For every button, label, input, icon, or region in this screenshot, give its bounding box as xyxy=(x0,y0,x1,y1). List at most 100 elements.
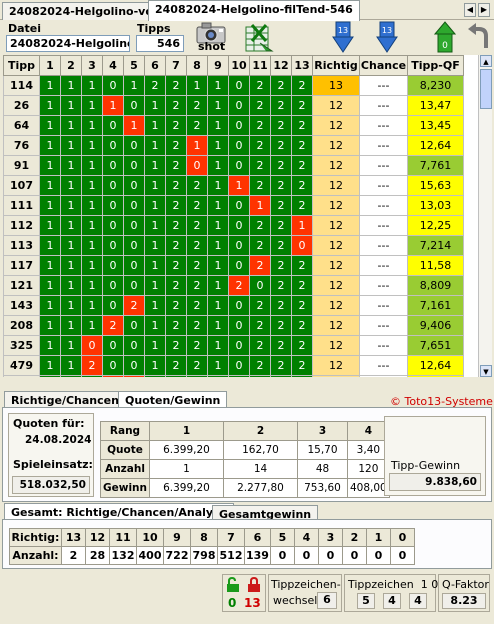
tab-gesamtgewinn[interactable]: Gesamtgewinn xyxy=(212,505,319,523)
tipp-sign-cell: 1 xyxy=(81,155,103,176)
grid-col-header[interactable]: 11 xyxy=(249,55,271,76)
scroll-up-icon[interactable]: ▲ xyxy=(480,55,492,67)
window-tab-filtend[interactable]: 24082024-Helgolino-filTend-546 xyxy=(148,0,360,21)
tab-gesamt-analyse[interactable]: Gesamt: Richtige/Chancen/Analyse xyxy=(4,503,235,521)
camera-icon xyxy=(196,22,226,44)
tipp-sign-cell: 1 xyxy=(39,255,61,276)
tipp-sign-cell: 2 xyxy=(270,315,292,336)
grid-col-header[interactable]: 13 xyxy=(291,55,313,76)
grid-col-header[interactable]: 6 xyxy=(144,55,166,76)
tipp-row[interactable]: 113 1 1 1 0 0 1 2 2 1 0 2 2 0 12 --- 7,214 xyxy=(3,235,464,256)
tipp-sign-cell: 2 xyxy=(291,75,313,96)
excel-export-button[interactable] xyxy=(242,21,276,55)
tipp-sign-cell: 1 xyxy=(81,195,103,216)
grid-col-header[interactable]: 8 xyxy=(186,55,208,76)
gewinn-cell: 753,60 xyxy=(297,478,348,498)
tipp-number-cell: 91 xyxy=(3,155,40,176)
tab-richtige-chancen[interactable]: Richtige/Chancen xyxy=(4,391,126,409)
tipp-sign-cell: 1 xyxy=(60,335,82,356)
tipp-row[interactable]: 76 1 1 1 0 0 1 2 1 1 0 2 2 2 12 --- 12,64 xyxy=(3,135,464,156)
grid-col-header[interactable]: 5 xyxy=(123,55,145,76)
tipp-sign-cell: 0 xyxy=(123,135,145,156)
tipp-row[interactable]: 479 1 1 2 0 0 1 2 2 1 0 2 2 2 12 --- 12,64 xyxy=(3,355,464,376)
tipp-sign-cell: 0 xyxy=(228,95,250,116)
tippzeichen-0-count: 4 xyxy=(383,593,401,609)
tipp-row[interactable]: 208 1 1 1 2 0 1 2 2 1 0 2 2 2 12 --- 9,406 xyxy=(3,315,464,336)
svg-text:13: 13 xyxy=(382,26,392,35)
window-tab-voll[interactable]: 24082024-Helgolino-voll xyxy=(2,2,168,20)
tippzeichenwechsel-box: Tippzeichen- wechsel: 6 xyxy=(268,574,342,612)
tipp-sign-cell: 0 xyxy=(123,275,145,296)
tipp-row[interactable]: 107 1 1 1 0 0 1 2 2 1 1 2 2 2 12 --- 15,63 xyxy=(3,175,464,196)
grid-col-header[interactable]: 10 xyxy=(228,55,250,76)
tipp-sign-cell: 1 xyxy=(39,75,61,96)
tipp-row[interactable]: 91 1 1 1 0 0 1 2 0 1 0 2 2 2 12 --- 7,761 xyxy=(3,155,464,176)
sort-asc-button[interactable]: 0 xyxy=(433,20,468,54)
grid-col-header[interactable]: 12 xyxy=(270,55,292,76)
tipp-sign-cell: 2 xyxy=(291,275,313,296)
tipp-sign-cell: 0 xyxy=(228,315,250,336)
tipp-sign-cell: 1 xyxy=(207,235,229,256)
tipp-qf-cell: 7,161 xyxy=(407,295,464,316)
tipp-sign-cell: 1 xyxy=(39,135,61,156)
tipp-sign-cell: 1 xyxy=(144,235,166,256)
tipp-row[interactable]: 114 1 1 1 0 1 2 2 1 1 0 2 2 2 13 --- 8,230 xyxy=(3,75,464,96)
tab-quoten-gewinn[interactable]: Quoten/Gewinn xyxy=(118,391,228,409)
richtig-cell: 12 xyxy=(312,315,360,336)
scroll-down-icon[interactable]: ▼ xyxy=(480,365,492,377)
gewinn-cell: 2.277,80 xyxy=(223,478,298,498)
shot-button[interactable]: shot xyxy=(194,21,228,55)
richtig-cell: 12 xyxy=(312,175,360,196)
gewinn-cell: 408,00 xyxy=(347,478,390,498)
tipp-sign-cell: 1 xyxy=(81,235,103,256)
tipp-sign-cell: 2 xyxy=(186,235,208,256)
scroll-thumb[interactable] xyxy=(480,69,492,109)
tab-next-icon[interactable]: ▶ xyxy=(478,3,490,17)
grid-col-header[interactable]: Chance xyxy=(359,55,408,76)
analyse-richtig-cell: 12 xyxy=(85,528,110,547)
tipp-row[interactable]: 4111111221022211---22,01 xyxy=(3,375,464,377)
grid-scrollbar[interactable]: ▲ ▼ xyxy=(478,55,492,377)
grid-col-header[interactable]: 4 xyxy=(102,55,124,76)
quoten-fuer-value: 24.08.2024 xyxy=(25,434,92,446)
tipp-row[interactable]: 117 1 1 1 0 0 1 2 2 1 0 2 2 2 12 --- 11,58 xyxy=(3,255,464,276)
tipp-row[interactable]: 64 1 1 1 0 1 1 2 2 1 0 2 2 2 12 --- 13,45 xyxy=(3,115,464,136)
tipp-row[interactable]: 143 1 1 1 0 2 1 2 2 1 0 2 2 2 12 --- 7,161 xyxy=(3,295,464,316)
tipp-sign-cell: 1 xyxy=(81,175,103,196)
tab-prev-icon[interactable]: ◀ xyxy=(464,3,476,17)
analyse-anzahl-cell: 132 xyxy=(109,546,137,565)
tipp-row[interactable]: 325 1 1 0 0 0 1 2 2 1 0 2 2 2 12 --- 7,651 xyxy=(3,335,464,356)
grid-col-header[interactable]: 3 xyxy=(81,55,103,76)
grid-col-header[interactable]: Tipp xyxy=(3,55,40,76)
tipp-sign-cell: 1 xyxy=(144,135,166,156)
grid-col-header[interactable]: Tipp-QF xyxy=(407,55,464,76)
richtig-cell: 12 xyxy=(312,295,360,316)
analyse-anzahl-cell: 2 xyxy=(61,546,86,565)
tipp-row[interactable]: 121 1 1 1 0 0 1 2 2 1 2 0 2 2 12 --- 8,809 xyxy=(3,275,464,296)
tipp-sign-cell: 1 xyxy=(207,195,229,216)
undo-icon xyxy=(468,23,488,48)
tipp-row[interactable]: 26 1 1 1 1 0 1 2 2 1 0 2 2 2 12 --- 13,47 xyxy=(3,95,464,116)
grid-col-header[interactable]: 9 xyxy=(207,55,229,76)
grid-col-header[interactable]: 2 xyxy=(60,55,82,76)
rang-label: Rang xyxy=(100,421,150,441)
sort-desc-13-button[interactable]: 13 xyxy=(332,20,366,54)
grid-col-header[interactable]: 1 xyxy=(39,55,61,76)
tipp-sign-cell: 2 xyxy=(165,355,187,376)
undo-button[interactable] xyxy=(466,22,494,56)
quoten-table: Rang 1 2 3 4 Quote 6.399,20 162,70 15,70… xyxy=(100,421,390,498)
tipp-sign-cell: 1 xyxy=(207,135,229,156)
analyse-anzahl-cell: 139 xyxy=(244,546,271,565)
tipp-row[interactable]: 111 1 1 1 0 0 1 2 2 1 0 1 2 2 12 --- 13,03 xyxy=(3,195,464,216)
tippzeichenwechsel-label-2: wechsel: xyxy=(273,594,322,607)
chance-cell: --- xyxy=(359,275,408,296)
tipp-row[interactable]: 112 1 1 1 0 0 1 2 2 1 0 2 2 1 12 --- 12,25 xyxy=(3,215,464,236)
tipp-sign-cell: 0 xyxy=(102,255,124,276)
anzahl-label: Anzahl xyxy=(100,459,150,479)
grid-col-header[interactable]: 7 xyxy=(165,55,187,76)
tipp-sign-cell: 2 xyxy=(186,215,208,236)
sort-desc-button[interactable]: 13 xyxy=(376,20,410,54)
grid-col-header[interactable]: Richtig xyxy=(312,55,360,76)
tipp-sign-cell: 1 xyxy=(60,235,82,256)
locked-count: 13 xyxy=(244,596,261,610)
